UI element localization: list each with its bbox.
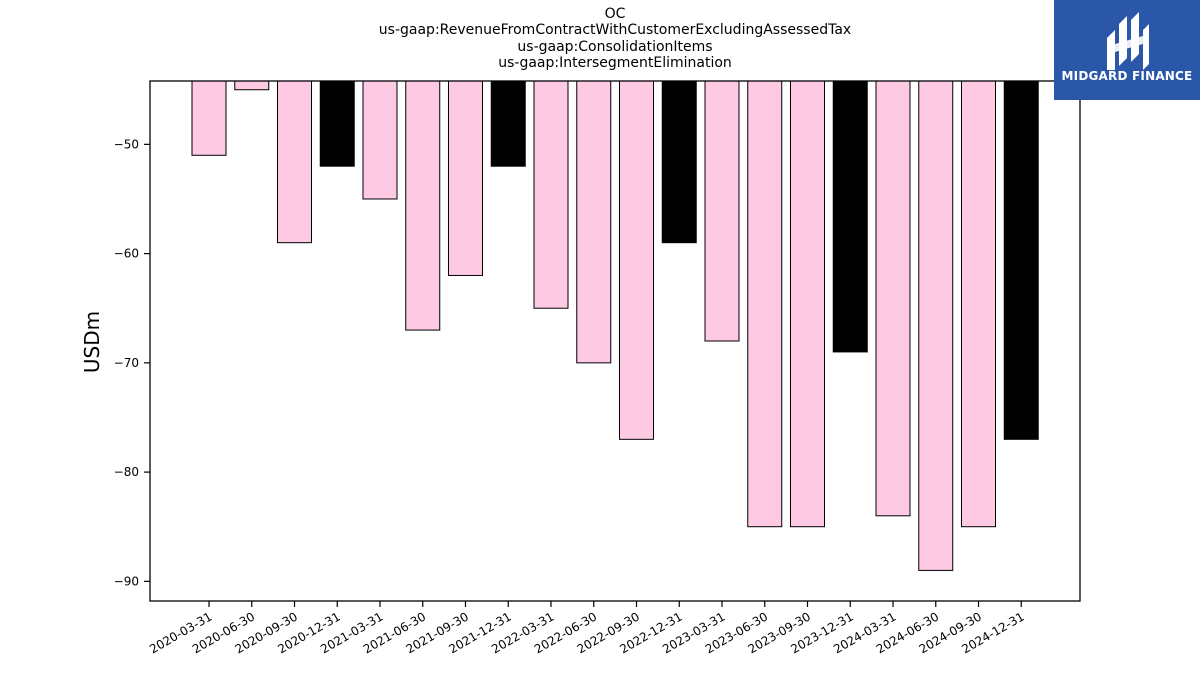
chart-title-line: OC: [604, 6, 626, 22]
bar-2023-06-30: [747, 80, 783, 528]
bar-2020-09-30: [277, 80, 312, 244]
bar-2024-12-31: [1003, 80, 1039, 440]
bar-2022-03-31: [533, 80, 569, 309]
bar-2023-12-31: [832, 80, 868, 353]
bar-2024-03-31: [875, 80, 911, 517]
logo-mark-icon: [1107, 12, 1149, 70]
chart-title: OC us-gaap:RevenueFromContractWithCustom…: [0, 6, 1200, 72]
bar-2022-09-30: [619, 80, 654, 440]
bar-2020-03-31: [191, 80, 227, 156]
bar-2022-12-31: [661, 80, 697, 244]
y-tick-label: −80: [114, 465, 139, 479]
chart-title-line: us-gaap:RevenueFromContractWithCustomerE…: [378, 22, 852, 39]
bar-2021-03-31: [362, 80, 398, 200]
plot-frame: [149, 80, 1081, 602]
bar-2020-06-30: [234, 80, 270, 91]
bars-group: [191, 80, 1039, 571]
chart-title-line: us-gaap:IntersegmentElimination: [498, 55, 732, 72]
bar-2024-09-30: [961, 80, 996, 528]
chart-title-line: us-gaap:ConsolidationItems: [517, 38, 713, 55]
bar-2024-06-30: [918, 80, 954, 571]
bar-2023-03-31: [704, 80, 740, 342]
y-axis: −50 −60 −70 −80 −90: [114, 137, 150, 588]
bar-2023-09-30: [790, 80, 825, 528]
y-tick-label: −50: [114, 137, 139, 151]
bar-2020-12-31: [319, 80, 355, 167]
y-tick-label: −60: [114, 247, 139, 261]
bar-2022-06-30: [576, 80, 612, 364]
bar-2021-09-30: [448, 80, 483, 276]
logo-name: MIDGARD FINANCE: [1061, 69, 1193, 83]
brand-logo: MIDGARD FINANCE: [1054, 0, 1200, 100]
bar-2021-12-31: [490, 80, 526, 167]
y-tick-label: −70: [114, 356, 139, 370]
y-tick-label: −90: [114, 574, 139, 588]
x-axis: 2020-03-312020-06-302020-09-302020-12-31…: [147, 601, 1027, 656]
y-axis-label: USDm: [80, 311, 104, 373]
bar-2021-06-30: [405, 80, 441, 331]
